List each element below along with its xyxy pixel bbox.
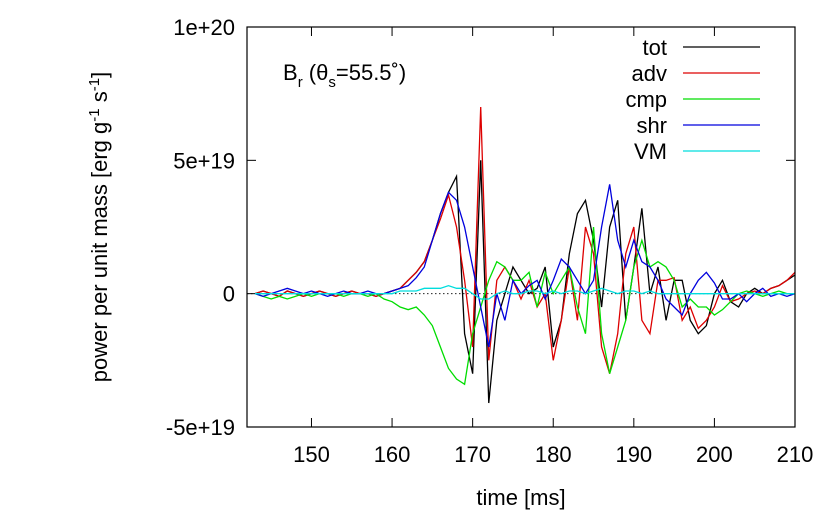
y-tick-label: 5e+19 bbox=[173, 148, 235, 173]
legend-label: adv bbox=[632, 61, 667, 86]
series-line bbox=[254, 226, 795, 386]
y-tick-label: 0 bbox=[223, 282, 235, 307]
y-label-part: -1 bbox=[86, 108, 103, 121]
legend-label: VM bbox=[634, 139, 667, 164]
legend-label: cmp bbox=[625, 87, 667, 112]
y-label-part: s bbox=[87, 91, 112, 108]
x-axis-label: time [ms] bbox=[476, 485, 565, 510]
plot-frame bbox=[246, 26, 796, 428]
x-tick-label: 200 bbox=[696, 442, 733, 467]
annotation: Br (θs=55.5˚) bbox=[283, 60, 406, 91]
legend-label: shr bbox=[636, 113, 667, 138]
x-tick-label: 190 bbox=[615, 442, 652, 467]
annotation-part: =55.5˚) bbox=[336, 60, 406, 85]
y-label-part: -1 bbox=[86, 78, 103, 91]
x-tick-label: 150 bbox=[293, 442, 330, 467]
x-tick-label: 210 bbox=[777, 442, 814, 467]
x-tick-label: 180 bbox=[535, 442, 572, 467]
series-line bbox=[255, 284, 795, 300]
annotation-part: B bbox=[283, 60, 298, 85]
y-tick-label: -5e+19 bbox=[166, 415, 235, 440]
series-line bbox=[254, 106, 795, 374]
series-line bbox=[254, 184, 795, 348]
y-label-part: power per unit mass [erg g bbox=[87, 122, 112, 382]
y-axis-label: power per unit mass [erg g-1 s-1] bbox=[86, 72, 112, 382]
x-tick-label: 170 bbox=[454, 442, 491, 467]
y-label-part: ] bbox=[87, 72, 112, 78]
annotation-part: r bbox=[298, 74, 303, 91]
annotation-part: (θ bbox=[303, 60, 329, 85]
x-tick-label: 160 bbox=[374, 442, 411, 467]
annotation-part: s bbox=[328, 74, 336, 91]
y-tick-label: 1e+20 bbox=[173, 15, 235, 40]
legend-label: tot bbox=[643, 35, 667, 60]
